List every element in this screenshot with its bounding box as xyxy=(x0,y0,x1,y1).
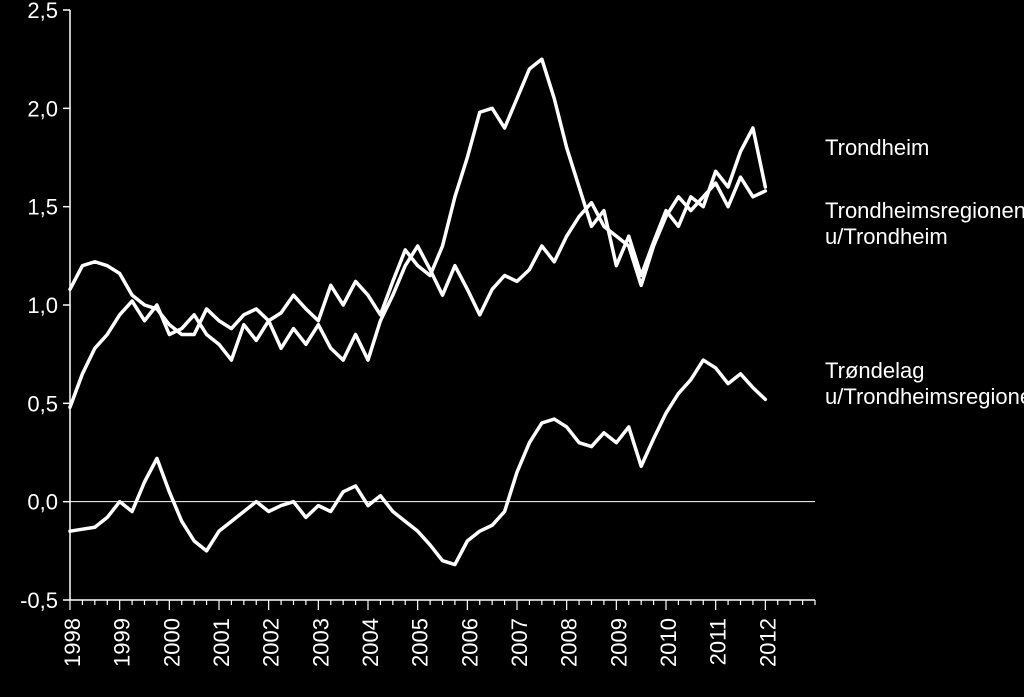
x-tick-label: 1999 xyxy=(110,618,135,667)
population-growth-chart: -0,5 0,0 0,5 1,0 1,5 2,0 2,5 1998 1999 2000 2001 20… xyxy=(0,0,1024,697)
y-tick-label: 1,0 xyxy=(27,293,58,318)
x-tick-label: 2010 xyxy=(656,618,681,667)
y-tick-label: 0,0 xyxy=(27,490,58,515)
x-tick-label: 2008 xyxy=(557,618,582,667)
x-tick-label: 2011 xyxy=(706,618,731,665)
series-label: u/Trondheim xyxy=(825,224,948,249)
x-tick-label: 2002 xyxy=(259,618,284,667)
series-label: u/Trondheimsregionen xyxy=(825,384,1024,409)
x-tick-label: 2012 xyxy=(755,618,780,667)
x-tick-label: 2007 xyxy=(507,618,532,667)
y-tick-label: 1,5 xyxy=(27,195,58,220)
y-tick-label: 2,0 xyxy=(27,96,58,121)
x-tick-label: 2003 xyxy=(308,618,333,667)
y-tick-label: 0,5 xyxy=(27,391,58,416)
y-tick-label: -0,5 xyxy=(20,588,58,613)
x-tick-label: 2009 xyxy=(606,618,631,667)
chart-background xyxy=(0,0,1024,697)
x-tick-label: 2000 xyxy=(159,618,184,667)
x-tick-label: 2006 xyxy=(457,618,482,667)
y-tick-label: 2,5 xyxy=(27,0,58,23)
x-tick-label: 2005 xyxy=(408,618,433,667)
x-tick-label: 2001 xyxy=(209,618,234,667)
x-tick-label: 1998 xyxy=(60,618,85,667)
series-label: Trøndelag xyxy=(825,358,924,383)
series-label: Trondheim xyxy=(825,135,929,160)
series-label: Trondheimsregionen xyxy=(825,198,1024,223)
x-tick-label: 2004 xyxy=(358,618,383,667)
